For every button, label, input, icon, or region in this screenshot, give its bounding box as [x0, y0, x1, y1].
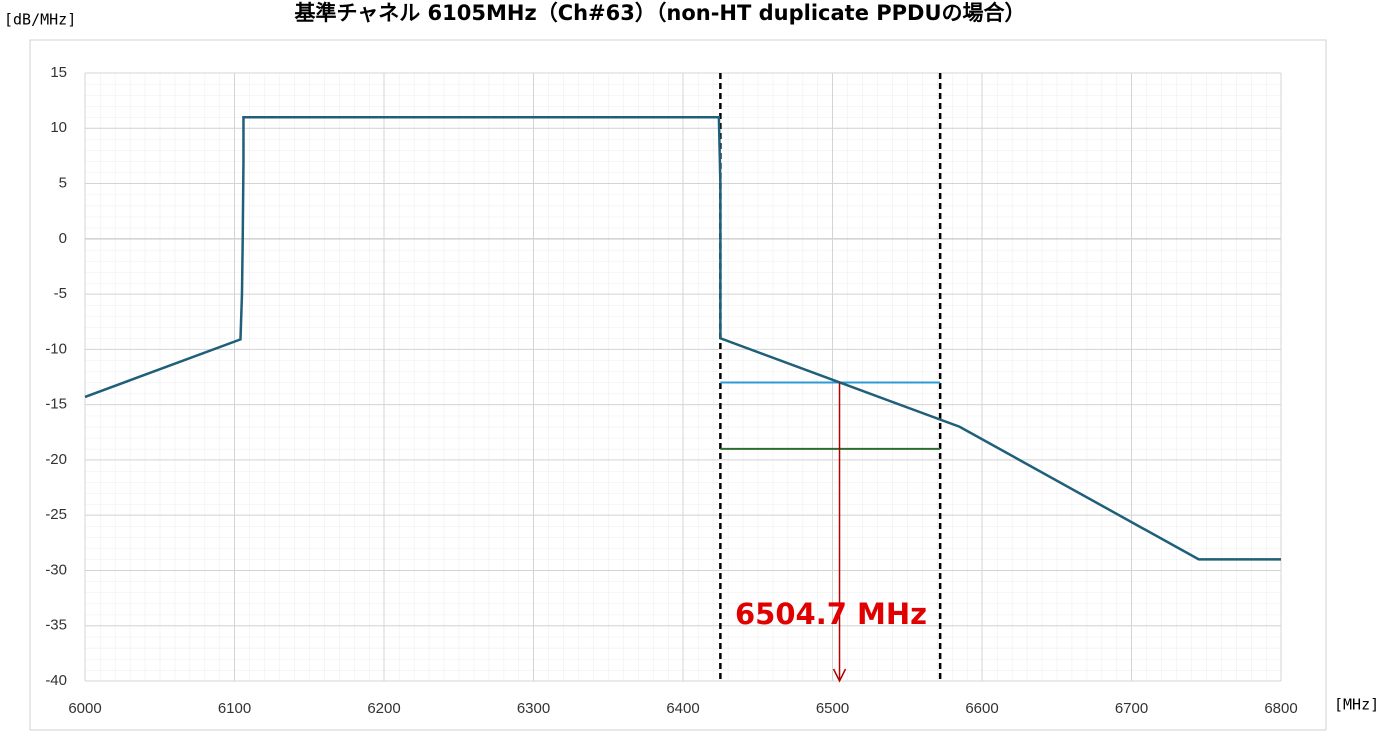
x-tick-label: 6500 — [816, 700, 849, 717]
y-tick-label: -40 — [45, 672, 67, 689]
x-tick-label: 6400 — [666, 700, 699, 717]
x-tick-label: 6300 — [517, 700, 550, 717]
y-tick-label: -20 — [45, 451, 67, 468]
series-line — [84, 115, 1281, 561]
x-unit: [MHz] — [1334, 696, 1379, 714]
annotation-label: 6504.7 MHz — [735, 597, 927, 631]
x-tick-label: 6200 — [367, 700, 400, 717]
y-tick-label: 15 — [50, 64, 67, 81]
x-tick-label: 6100 — [218, 700, 251, 717]
y-tick-label: 0 — [59, 230, 67, 247]
y-tick-label: 5 — [59, 175, 67, 192]
y-tick-label: -35 — [45, 617, 67, 634]
y-unit: [dB/MHz] — [4, 11, 76, 29]
x-tick-label: 6000 — [68, 700, 101, 717]
y-tick-label: -25 — [45, 506, 67, 523]
y-tick-label: -10 — [45, 340, 67, 357]
chart-title: 基準チャネル 6105MHz（Ch#63）（non-HT duplicate P… — [294, 1, 1025, 25]
x-tick-label: 6700 — [1115, 700, 1148, 717]
arrow-head — [832, 668, 847, 683]
y-tick-label: 10 — [50, 119, 67, 136]
y-tick-label: -15 — [45, 396, 67, 413]
y-tick-label: -30 — [45, 561, 67, 578]
x-tick-label: 6600 — [965, 700, 998, 717]
y-tick-label: -5 — [54, 285, 67, 302]
x-tick-label: 6800 — [1264, 700, 1297, 717]
